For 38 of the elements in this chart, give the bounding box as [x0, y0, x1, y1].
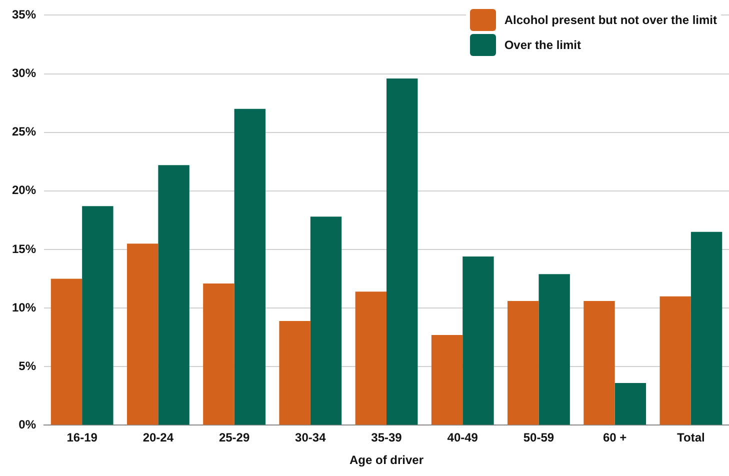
x-tick-label: 30-34: [295, 430, 326, 445]
x-tick-label: 50-59: [523, 430, 554, 445]
x-tick-label: 40-49: [447, 430, 478, 445]
y-tick-label: 10%: [12, 300, 36, 314]
bar: [462, 256, 494, 425]
bar: [310, 216, 342, 425]
x-tick-label: 35-39: [371, 430, 402, 445]
bar: [508, 301, 539, 425]
bar: [82, 206, 114, 425]
y-tick-label: 25%: [12, 124, 36, 139]
y-tick-label: 20%: [12, 183, 36, 198]
bar: [690, 232, 722, 425]
y-tick-label: 35%: [12, 8, 36, 22]
bar: [355, 292, 387, 425]
x-tick-label: 16-19: [66, 430, 98, 445]
bar: [50, 278, 82, 425]
bar: [614, 383, 646, 425]
y-tick-label: 15%: [12, 242, 36, 256]
y-tick-label: 30%: [12, 66, 36, 80]
bar: [279, 320, 310, 425]
legend-label: Over the limit: [504, 38, 581, 52]
bar: [386, 78, 418, 425]
x-tick-label: 25-29: [218, 430, 250, 445]
bar: [158, 165, 190, 425]
bar: [538, 274, 570, 425]
y-tick-label: 5%: [18, 358, 36, 373]
x-tick-label: 20-24: [142, 430, 174, 445]
legend-label: Alcohol present but not over the limit: [504, 13, 717, 27]
bar: [431, 335, 463, 425]
x-tick-label: 60 +: [602, 430, 627, 445]
bar: [234, 108, 266, 425]
bar: [660, 296, 691, 425]
bar: [584, 301, 615, 425]
x-axis-title: Age of driver: [350, 453, 424, 468]
bar: [203, 283, 234, 425]
y-tick-label: 0%: [18, 418, 36, 432]
x-tick-label: Total: [677, 430, 705, 445]
bar: [126, 244, 158, 425]
